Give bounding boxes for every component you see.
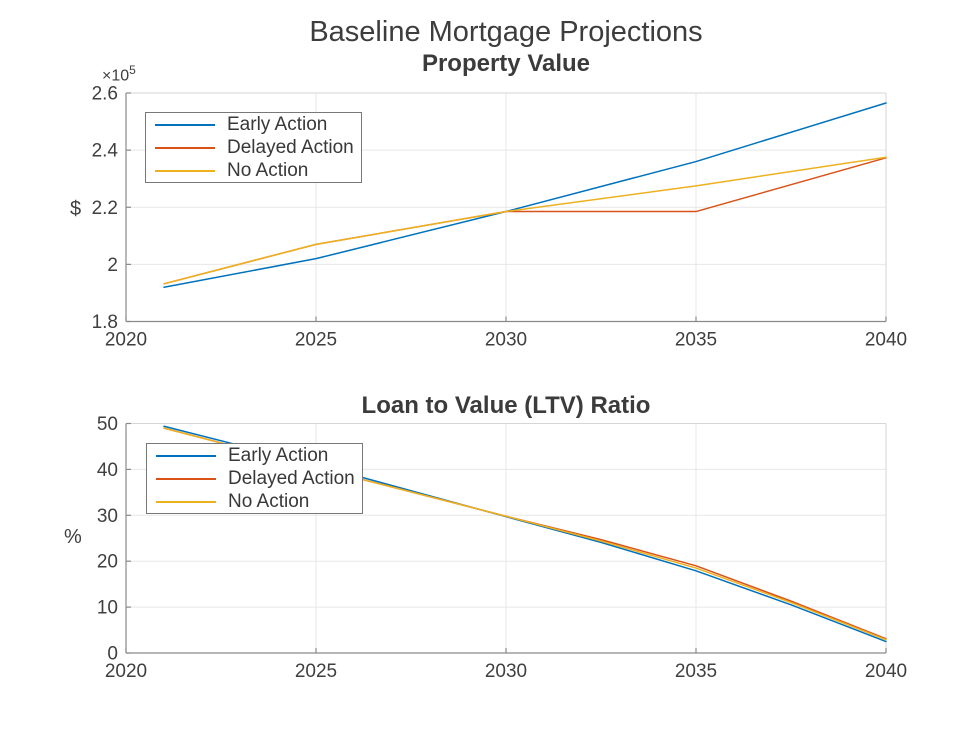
y-tick-label: 2 — [107, 255, 118, 276]
x-tick-label: 2035 — [675, 330, 717, 351]
subplot2-legend: Early Action Delayed Action No Action — [146, 443, 363, 514]
exponent-base: ×10 — [102, 67, 130, 85]
legend-row: Delayed Action — [146, 136, 361, 158]
x-tick-label: 2025 — [295, 330, 337, 351]
legend-label: No Action — [227, 159, 309, 181]
y-tick-label: 0 — [107, 644, 118, 665]
y-tick-label: 2.6 — [92, 84, 118, 105]
legend-row: Early Action — [147, 444, 362, 466]
subplot2-y-label: % — [64, 526, 82, 548]
legend-label: No Action — [228, 490, 310, 512]
x-tick-label: 2040 — [865, 661, 907, 682]
x-tick-label: 2020 — [105, 330, 147, 351]
x-tick-label: 2020 — [105, 661, 147, 682]
y-axis-exponent-label: ×105 — [102, 63, 136, 85]
x-tick-label: 2025 — [295, 661, 337, 682]
subplot1-title: Property Value — [421, 50, 591, 77]
legend-row: Delayed Action — [147, 467, 362, 489]
x-tick-label: 2035 — [675, 661, 717, 682]
subplot2-title: Loan to Value (LTV) Ratio — [361, 392, 651, 419]
y-tick-label: 50 — [97, 414, 118, 435]
legend-line-sample — [155, 169, 215, 172]
legend-line-sample — [155, 123, 215, 126]
subplot1-y-label: $ — [70, 198, 82, 220]
x-tick-label: 2030 — [485, 661, 527, 682]
figure-title: Baseline Mortgage Projections — [309, 16, 703, 48]
exponent-power: 5 — [129, 63, 136, 77]
x-tick-label: 2040 — [865, 330, 907, 351]
y-tick-label: 10 — [97, 598, 118, 619]
legend-row: Early Action — [146, 113, 361, 135]
y-tick-label: 1.8 — [92, 312, 118, 333]
legend-line-sample — [156, 500, 216, 503]
series-line-no-action — [163, 156, 887, 285]
y-tick-label: 40 — [97, 460, 118, 481]
legend-line-sample — [156, 454, 216, 457]
y-tick-label: 30 — [97, 506, 118, 527]
y-tick-label: 20 — [97, 552, 118, 573]
legend-row: No Action — [146, 159, 361, 181]
legend-label: Delayed Action — [228, 467, 355, 489]
subplot1-legend: Early Action Delayed Action No Action — [145, 112, 362, 183]
legend-label: Delayed Action — [227, 136, 354, 158]
y-tick-label: 2.2 — [92, 198, 118, 219]
legend-line-sample — [156, 477, 216, 480]
legend-label: Early Action — [228, 444, 329, 466]
y-tick-label: 2.4 — [92, 141, 119, 162]
x-tick-label: 2030 — [485, 330, 527, 351]
legend-row: No Action — [147, 490, 362, 512]
legend-label: Early Action — [227, 113, 328, 135]
legend-line-sample — [155, 146, 215, 149]
